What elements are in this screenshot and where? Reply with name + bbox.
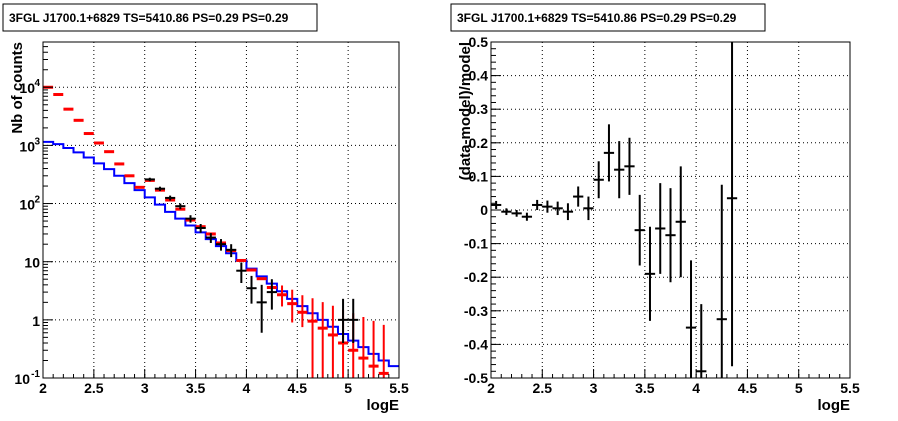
right-x-tick-label: 3.5 — [635, 380, 655, 396]
left-x-tick-label: 4.5 — [288, 380, 308, 396]
left-y-tick-exponent: -1 — [31, 369, 40, 380]
left-y-tick-label: 10 — [19, 80, 35, 96]
right-y-tick-label: -0.4 — [464, 336, 488, 352]
right-x-tick-label: 5.5 — [840, 380, 860, 396]
right-x-tick-label: 4.5 — [738, 380, 758, 396]
right-y-tick-label: -0.1 — [464, 236, 488, 252]
left-x-tick-label: 2 — [39, 380, 47, 396]
right-series — [491, 42, 738, 378]
right-x-axis-label: logE — [818, 397, 851, 414]
left-x-tick-label: 5 — [344, 380, 352, 396]
left-x-tick-label: 3 — [141, 380, 149, 396]
right-x-tick-label: 2.5 — [533, 380, 553, 396]
right-chart-title: 3FGL J1700.1+6829 TS=5410.86 PS=0.29 PS=… — [457, 11, 737, 25]
left-y-tick-label: 10 — [24, 255, 40, 271]
left-x-tick-label: 5.5 — [389, 380, 409, 396]
right-y-tick-label: -0.2 — [464, 269, 488, 285]
left-y-tick-exponent: 2 — [34, 195, 40, 206]
left-x-tick-label: 2.5 — [84, 380, 104, 396]
right-y-tick-label: -0.3 — [464, 303, 488, 319]
right-y-tick-label: -0.5 — [464, 370, 488, 386]
left-title-box — [2, 3, 318, 32]
right-y-axis-label: (data-model)/model — [457, 42, 474, 180]
right-chart: 3FGL J1700.1+6829 TS=5410.86 PS=0.29 PS=… — [450, 3, 860, 414]
right-y-tick-label: 0.2 — [469, 135, 489, 151]
right-x-tick-label: 4 — [692, 380, 700, 396]
left-plot-frame — [42, 41, 400, 379]
right-grid — [491, 42, 850, 378]
left-y-tick-exponent: 4 — [34, 78, 40, 89]
right-x-tick-label: 5 — [795, 380, 803, 396]
right-y-tick-label: 0.5 — [469, 34, 489, 50]
right-y-tick-label: 0.3 — [469, 101, 489, 117]
right-y-tick-label: 0.1 — [469, 168, 489, 184]
left-y-tick-label: 10 — [19, 197, 35, 213]
right-title-box — [450, 3, 766, 32]
right-x-tick-label: 2 — [487, 380, 495, 396]
left-y-tick-exponent: 3 — [34, 136, 40, 147]
left-chart: 3FGL J1700.1+6829 TS=5410.86 PS=0.29 PS=… — [2, 3, 409, 414]
right-x-tick-label: 3 — [590, 380, 598, 396]
left-model-histogram — [43, 140, 399, 368]
right-y-tick-label: 0.4 — [469, 68, 489, 84]
right-ticks: 2 2.5 3 3.5 4 4.5 5 5.5 -0.5 -0.4 -0.3 -0.2 -0.1 0 0.1… — [464, 34, 860, 396]
left-x-axis-label: logE — [367, 397, 400, 414]
left-y-tick-label: 10 — [19, 138, 35, 154]
left-x-tick-label: 4 — [243, 380, 251, 396]
left-y-tick-label: 1 — [32, 313, 40, 329]
left-y-tick-label: 10 — [14, 371, 30, 387]
right-y-tick-label: 0 — [480, 202, 488, 218]
left-series — [43, 85, 399, 378]
left-grid — [43, 42, 399, 378]
left-x-tick-label: 3.5 — [186, 380, 206, 396]
left-y-axis-label: Nb of counts — [9, 42, 26, 134]
left-chart-title: 3FGL J1700.1+6829 TS=5410.86 PS=0.29 PS=… — [9, 11, 289, 25]
